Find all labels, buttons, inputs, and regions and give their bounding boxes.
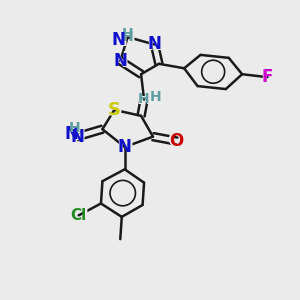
Text: N: N [62, 124, 80, 144]
Text: N: N [116, 137, 134, 157]
Text: O: O [169, 132, 184, 150]
Text: H: H [138, 92, 150, 106]
Text: Cl: Cl [70, 208, 87, 223]
Text: F: F [262, 68, 273, 86]
Text: O: O [168, 131, 186, 151]
Text: H: H [150, 89, 162, 103]
Text: N: N [118, 138, 132, 156]
Text: N: N [68, 127, 86, 147]
Text: H: H [120, 28, 135, 46]
Text: H: H [67, 119, 82, 137]
Text: H: H [122, 27, 134, 41]
Text: S: S [106, 100, 122, 120]
Text: S: S [108, 101, 121, 119]
Text: N: N [148, 35, 161, 53]
Text: N: N [146, 34, 163, 55]
Text: N: N [110, 30, 128, 50]
Text: H: H [68, 121, 80, 135]
Text: N: N [70, 128, 84, 146]
Text: H: H [136, 91, 152, 109]
Text: F: F [260, 67, 274, 87]
Text: N: N [64, 125, 78, 143]
Text: Cl: Cl [68, 206, 89, 225]
Text: N: N [112, 31, 126, 49]
Text: H: H [122, 30, 134, 44]
Text: N: N [113, 52, 127, 70]
Text: H: H [120, 25, 135, 43]
Text: H: H [148, 88, 164, 106]
Text: N: N [112, 51, 129, 71]
